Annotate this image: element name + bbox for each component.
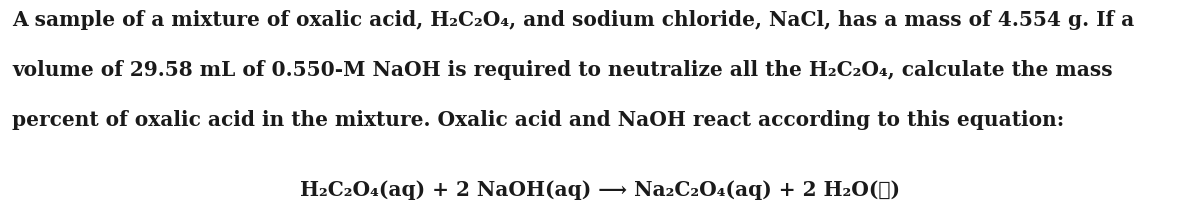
Text: A sample of a mixture of oxalic acid, H₂C₂O₄, and sodium chloride, NaCl, has a m: A sample of a mixture of oxalic acid, H₂… xyxy=(12,10,1134,30)
Text: H₂C₂O₄(aq) + 2 NaOH(aq) ⟶ Na₂C₂O₄(aq) + 2 H₂O(ℓ): H₂C₂O₄(aq) + 2 NaOH(aq) ⟶ Na₂C₂O₄(aq) + … xyxy=(300,180,900,200)
Text: percent of oxalic acid in the mixture. Oxalic acid and NaOH react according to t: percent of oxalic acid in the mixture. O… xyxy=(12,110,1064,130)
Text: volume of 29.58 mL of 0.550-M NaOH is required to neutralize all the H₂C₂O₄, cal: volume of 29.58 mL of 0.550-M NaOH is re… xyxy=(12,60,1112,80)
